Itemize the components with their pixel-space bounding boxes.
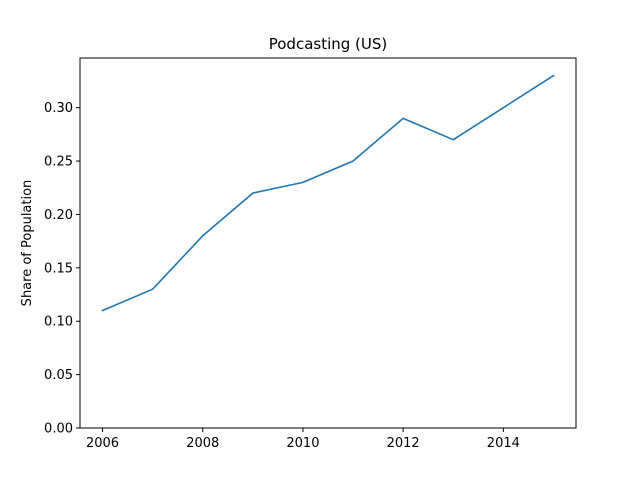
data-point bbox=[152, 288, 154, 290]
chart-title: Podcasting (US) bbox=[269, 35, 388, 53]
data-point bbox=[252, 192, 254, 194]
y-tick-label: 0.20 bbox=[44, 208, 73, 223]
series-line bbox=[101, 74, 555, 312]
x-tick-label: 2008 bbox=[186, 436, 219, 451]
data-point bbox=[553, 75, 555, 77]
data-point bbox=[452, 139, 454, 141]
y-axis-label: Share of Population bbox=[20, 180, 35, 307]
x-axis-ticks: 2006 2008 2010 2012 2014 bbox=[86, 428, 520, 451]
data-point bbox=[402, 118, 404, 120]
data-point bbox=[503, 107, 505, 109]
x-tick-label: 2012 bbox=[387, 436, 420, 451]
data-point bbox=[352, 160, 354, 162]
y-tick-label: 0.05 bbox=[44, 368, 73, 383]
y-tick-label: 0.30 bbox=[44, 101, 73, 116]
data-point bbox=[102, 310, 104, 312]
series-group bbox=[101, 74, 555, 312]
x-tick-label: 2014 bbox=[487, 436, 520, 451]
x-tick-label: 2010 bbox=[286, 436, 319, 451]
plot-frame bbox=[79, 57, 577, 429]
y-tick-label: 0.15 bbox=[44, 261, 73, 276]
x-tick-label: 2006 bbox=[86, 436, 119, 451]
y-axis-ticks: 0.00 0.05 0.10 0.15 0.20 0.25 0.30 bbox=[44, 101, 80, 437]
y-tick-label: 0.10 bbox=[44, 315, 73, 330]
y-tick-label: 0.00 bbox=[44, 422, 73, 437]
y-tick-label: 0.25 bbox=[44, 155, 73, 170]
data-point bbox=[202, 235, 204, 237]
data-point bbox=[302, 182, 304, 184]
